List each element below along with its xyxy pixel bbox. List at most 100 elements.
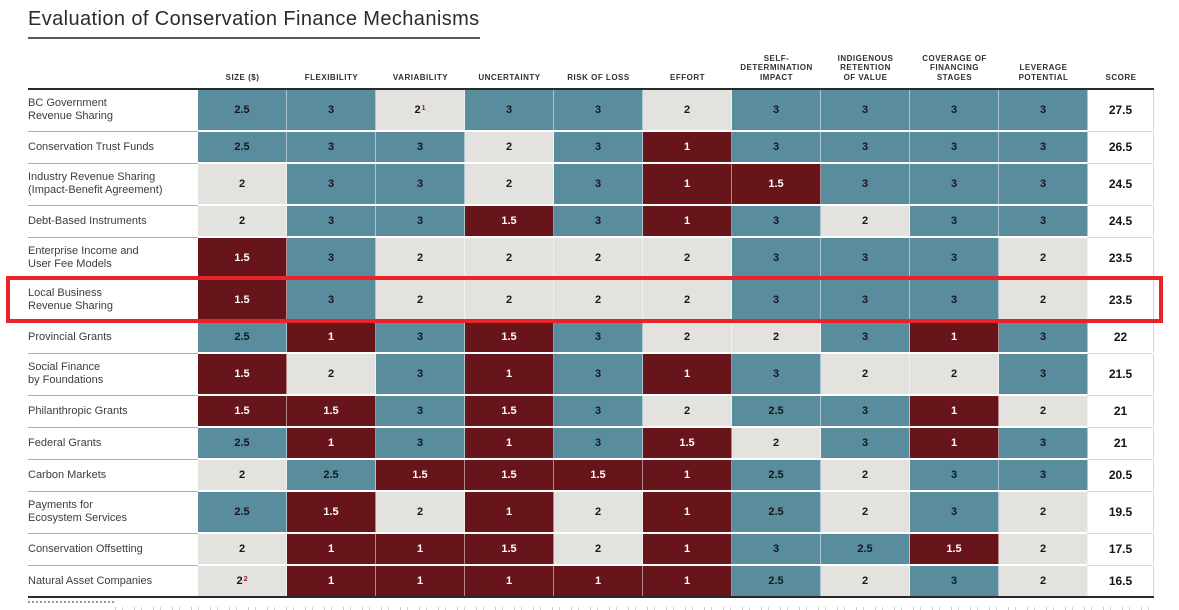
- column-header-uncertainty: UNCERTAINTY: [478, 72, 541, 82]
- rating-cell: 1: [465, 566, 554, 596]
- rating-cell: 3: [910, 460, 999, 490]
- rating-cell: 3: [821, 90, 910, 130]
- total-score-cell: 20.5: [1087, 460, 1154, 492]
- rating-cell: 2: [999, 566, 1088, 596]
- rating-cell: 3: [910, 132, 999, 162]
- rating-cell: 3: [287, 280, 376, 320]
- total-score-cell: 21: [1087, 428, 1154, 460]
- rating-cell: 3: [376, 428, 465, 458]
- rating-cell: 3: [287, 164, 376, 204]
- column-header-effort: EFFORT: [670, 72, 705, 82]
- rating-cell: 3: [821, 280, 910, 320]
- total-score-cell: 19.5: [1087, 492, 1154, 534]
- table-body: BC Government Revenue Sharing 2.5 3 2 1 3 3 2 3 3…: [6, 90, 1163, 598]
- mechanism-name: BC Government Revenue Sharing: [28, 90, 198, 132]
- column-header-flexibility: FLEXIBILITY: [304, 72, 359, 82]
- rating-cell: 2: [465, 238, 554, 278]
- mechanism-name: Conservation Offsetting: [28, 534, 198, 566]
- table-row: Debt-Based Instruments 2 3 3 1.5 3 1 3 2 3 3 24.5: [28, 206, 1154, 238]
- rating-cell: 2: [554, 280, 643, 320]
- rating-cell: 1.5: [465, 322, 554, 352]
- rating-cell: 1.5: [287, 396, 376, 426]
- rating-cell: 3: [732, 90, 821, 130]
- rating-cell: 3: [910, 238, 999, 278]
- rating-cell: 3: [554, 354, 643, 394]
- rating-cell: 1: [465, 428, 554, 458]
- rating-cell: 3: [821, 132, 910, 162]
- rating-cell: 2: [999, 396, 1088, 426]
- rating-cell: 3: [554, 396, 643, 426]
- mechanism-column-header: [28, 82, 198, 88]
- rating-cell: 3: [732, 354, 821, 394]
- table-row: Natural Asset Companies 2 2 1 1 1 1 1 2.5 2 3 2 16.5: [28, 566, 1154, 596]
- mechanism-name: Natural Asset Companies: [28, 574, 153, 587]
- rating-cell: 3: [376, 354, 465, 394]
- rating-cell: 1.5: [465, 460, 554, 490]
- rating-cell: 3: [999, 164, 1088, 204]
- rating-cell: 3: [732, 280, 821, 320]
- rating-cell: 3: [999, 322, 1088, 352]
- rating-cell: 2.5: [732, 460, 821, 490]
- rating-cell: 1: [376, 534, 465, 564]
- column-header-coverage-of-financing-stages: COVERAGE OF FINANCING STAGES: [922, 53, 987, 82]
- rating-cell: 1.5: [198, 280, 287, 320]
- rating-cell: 2: [821, 460, 910, 490]
- rating-cell: 1: [643, 460, 732, 490]
- rating-cell: 1: [643, 534, 732, 564]
- column-header-score: SCORE: [1105, 72, 1137, 82]
- rating-cell: 2: [376, 492, 465, 532]
- rating-cell: 1: [643, 354, 732, 394]
- rating-cell: 1: [643, 132, 732, 162]
- rating-cell: 1.5: [198, 396, 287, 426]
- rating-cell: 2: [198, 206, 287, 236]
- table-row-highlighted: Local Business Revenue Sharing 1.5 3 2 2 2 2 3 3…: [6, 276, 1163, 323]
- mechanism-name: Conservation Trust Funds: [28, 132, 198, 164]
- rating-cell: 2: [198, 534, 287, 564]
- rating-cell: 2: [465, 280, 554, 320]
- table-row: Industry Revenue Sharing (Impact-Benefit…: [28, 164, 1154, 206]
- table-row: Carbon Markets 2 2.5 1.5 1.5 1.5 1 2.5 2 3 3 20.5: [28, 460, 1154, 492]
- footnote-divider-dotted-line: [28, 601, 114, 603]
- rating-cell: 2: [465, 164, 554, 204]
- rating-cell: 3: [287, 132, 376, 162]
- rating-cell: 2: [376, 280, 465, 320]
- rating-cell: 1: [910, 322, 999, 352]
- rating-cell: 2: [643, 238, 732, 278]
- evaluation-table: SIZE ($) FLEXIBILITY VARIABILITY UNCERTAINT…: [6, 48, 1163, 598]
- rating-cell: 3: [287, 90, 376, 130]
- rating-cell: 1: [465, 354, 554, 394]
- rating-cell: 2: [643, 280, 732, 320]
- rating-cell: 3: [910, 90, 999, 130]
- rating-cell: 1: [465, 492, 554, 532]
- rating-cell: 3: [821, 238, 910, 278]
- rating-cell: 2.5: [732, 396, 821, 426]
- rating-cell: 3: [376, 396, 465, 426]
- total-score-cell: 22: [1087, 322, 1154, 354]
- rating-cell: 1.5: [554, 460, 643, 490]
- rating-cell: 2.5: [198, 90, 287, 130]
- rating-cell: 2: [643, 322, 732, 352]
- rating-cell: 2: [999, 238, 1088, 278]
- column-header-size: SIZE ($): [225, 72, 260, 82]
- total-score-cell: 21.5: [1087, 354, 1154, 396]
- rating-cell: 3: [910, 280, 999, 320]
- rating-cell: 3: [910, 492, 999, 532]
- rating-cell: 2.5: [732, 566, 821, 596]
- rating-cell: 3: [910, 206, 999, 236]
- rating-cell: 2.5: [821, 534, 910, 564]
- rating-cell: 3: [376, 322, 465, 352]
- mechanism-name: Carbon Markets: [28, 460, 198, 492]
- rating-cell: 3: [732, 238, 821, 278]
- rating-cell: 1.5: [465, 206, 554, 236]
- total-score-cell: 27.5: [1087, 90, 1154, 132]
- mechanism-name: Federal Grants: [28, 428, 198, 460]
- rating-cell: 1: [643, 164, 732, 204]
- title-wrap: Evaluation of Conservation Finance Mecha…: [28, 8, 480, 39]
- total-score-cell: 17.5: [1087, 534, 1154, 566]
- mechanism-name: Local Business Revenue Sharing: [28, 280, 198, 322]
- rating-cell: 1.5: [465, 396, 554, 426]
- rating-cell: 2: [465, 132, 554, 162]
- mechanism-name: Debt-Based Instruments: [28, 206, 198, 238]
